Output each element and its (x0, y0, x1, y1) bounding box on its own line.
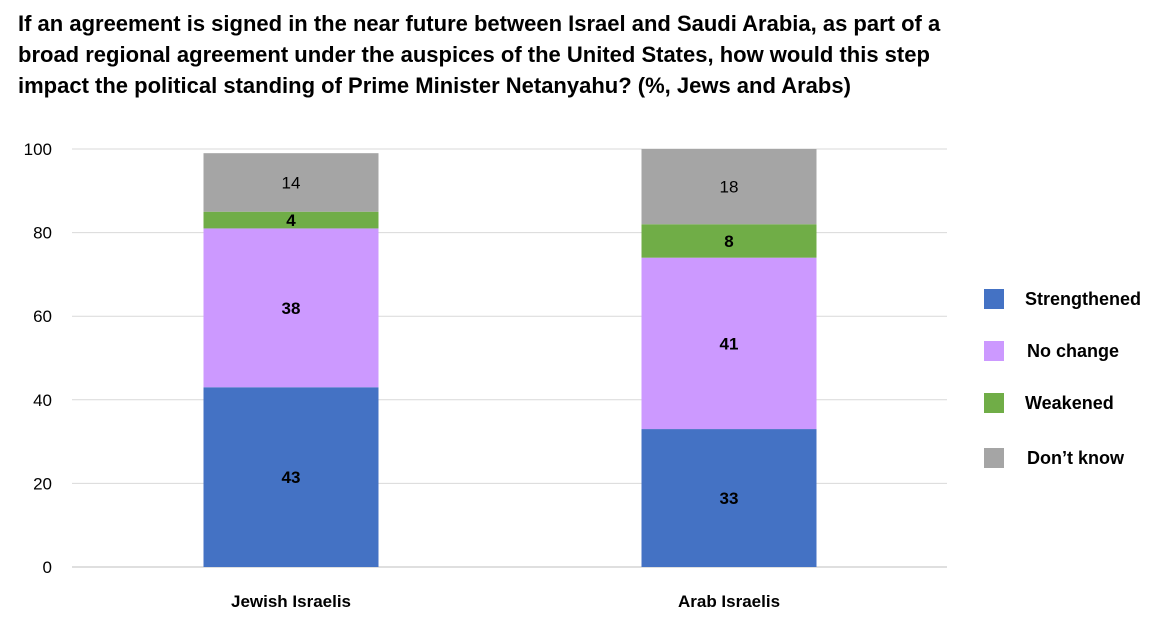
bar-segment-don-t-know (203, 153, 379, 212)
bar-segment-strengthened (203, 387, 379, 567)
data-label: 41 (720, 334, 739, 353)
data-label: 8 (724, 232, 733, 251)
legend-label: No change (1027, 341, 1119, 361)
legend-label: Weakened (1025, 393, 1114, 413)
y-axis-ticks: 0 20 40 60 80 100 (24, 140, 52, 577)
bars (203, 149, 817, 567)
data-label: 43 (282, 468, 301, 487)
data-label: 18 (720, 178, 739, 197)
y-tick-label: 0 (43, 558, 52, 577)
y-tick-label: 40 (33, 391, 52, 410)
y-tick-label: 20 (33, 474, 52, 493)
bar-segment-strengthened (641, 429, 817, 567)
bar-segment-no-change (641, 257, 817, 430)
data-label: 33 (720, 489, 739, 508)
legend-swatch (984, 289, 1004, 309)
chart-title: If an agreement is signed in the near fu… (18, 11, 941, 98)
data-labels: 43 38 4 14 33 41 8 18 (282, 173, 739, 508)
bar-segment-weakened (641, 224, 817, 258)
legend-label: Strengthened (1025, 289, 1141, 309)
bar-segment-no-change (203, 228, 379, 388)
y-tick-label: 60 (33, 307, 52, 326)
bar-segment-weakened (203, 211, 379, 229)
data-label: 38 (282, 299, 301, 318)
data-label: 4 (286, 211, 296, 230)
legend-swatch (984, 341, 1004, 361)
y-tick-label: 100 (24, 140, 52, 159)
data-label: 14 (282, 173, 301, 192)
legend-label: Don’t know (1027, 448, 1125, 468)
x-category-label: Jewish Israelis (231, 592, 351, 611)
legend-swatch (984, 393, 1004, 413)
legend: Strengthened No change Weakened Don’t know (984, 289, 1141, 468)
x-category-label: Arab Israelis (678, 592, 780, 611)
x-axis-categories: Jewish Israelis Arab Israelis (231, 592, 780, 611)
bar-segment-don-t-know (641, 149, 817, 225)
y-tick-label: 80 (33, 224, 52, 243)
legend-swatch (984, 448, 1004, 468)
